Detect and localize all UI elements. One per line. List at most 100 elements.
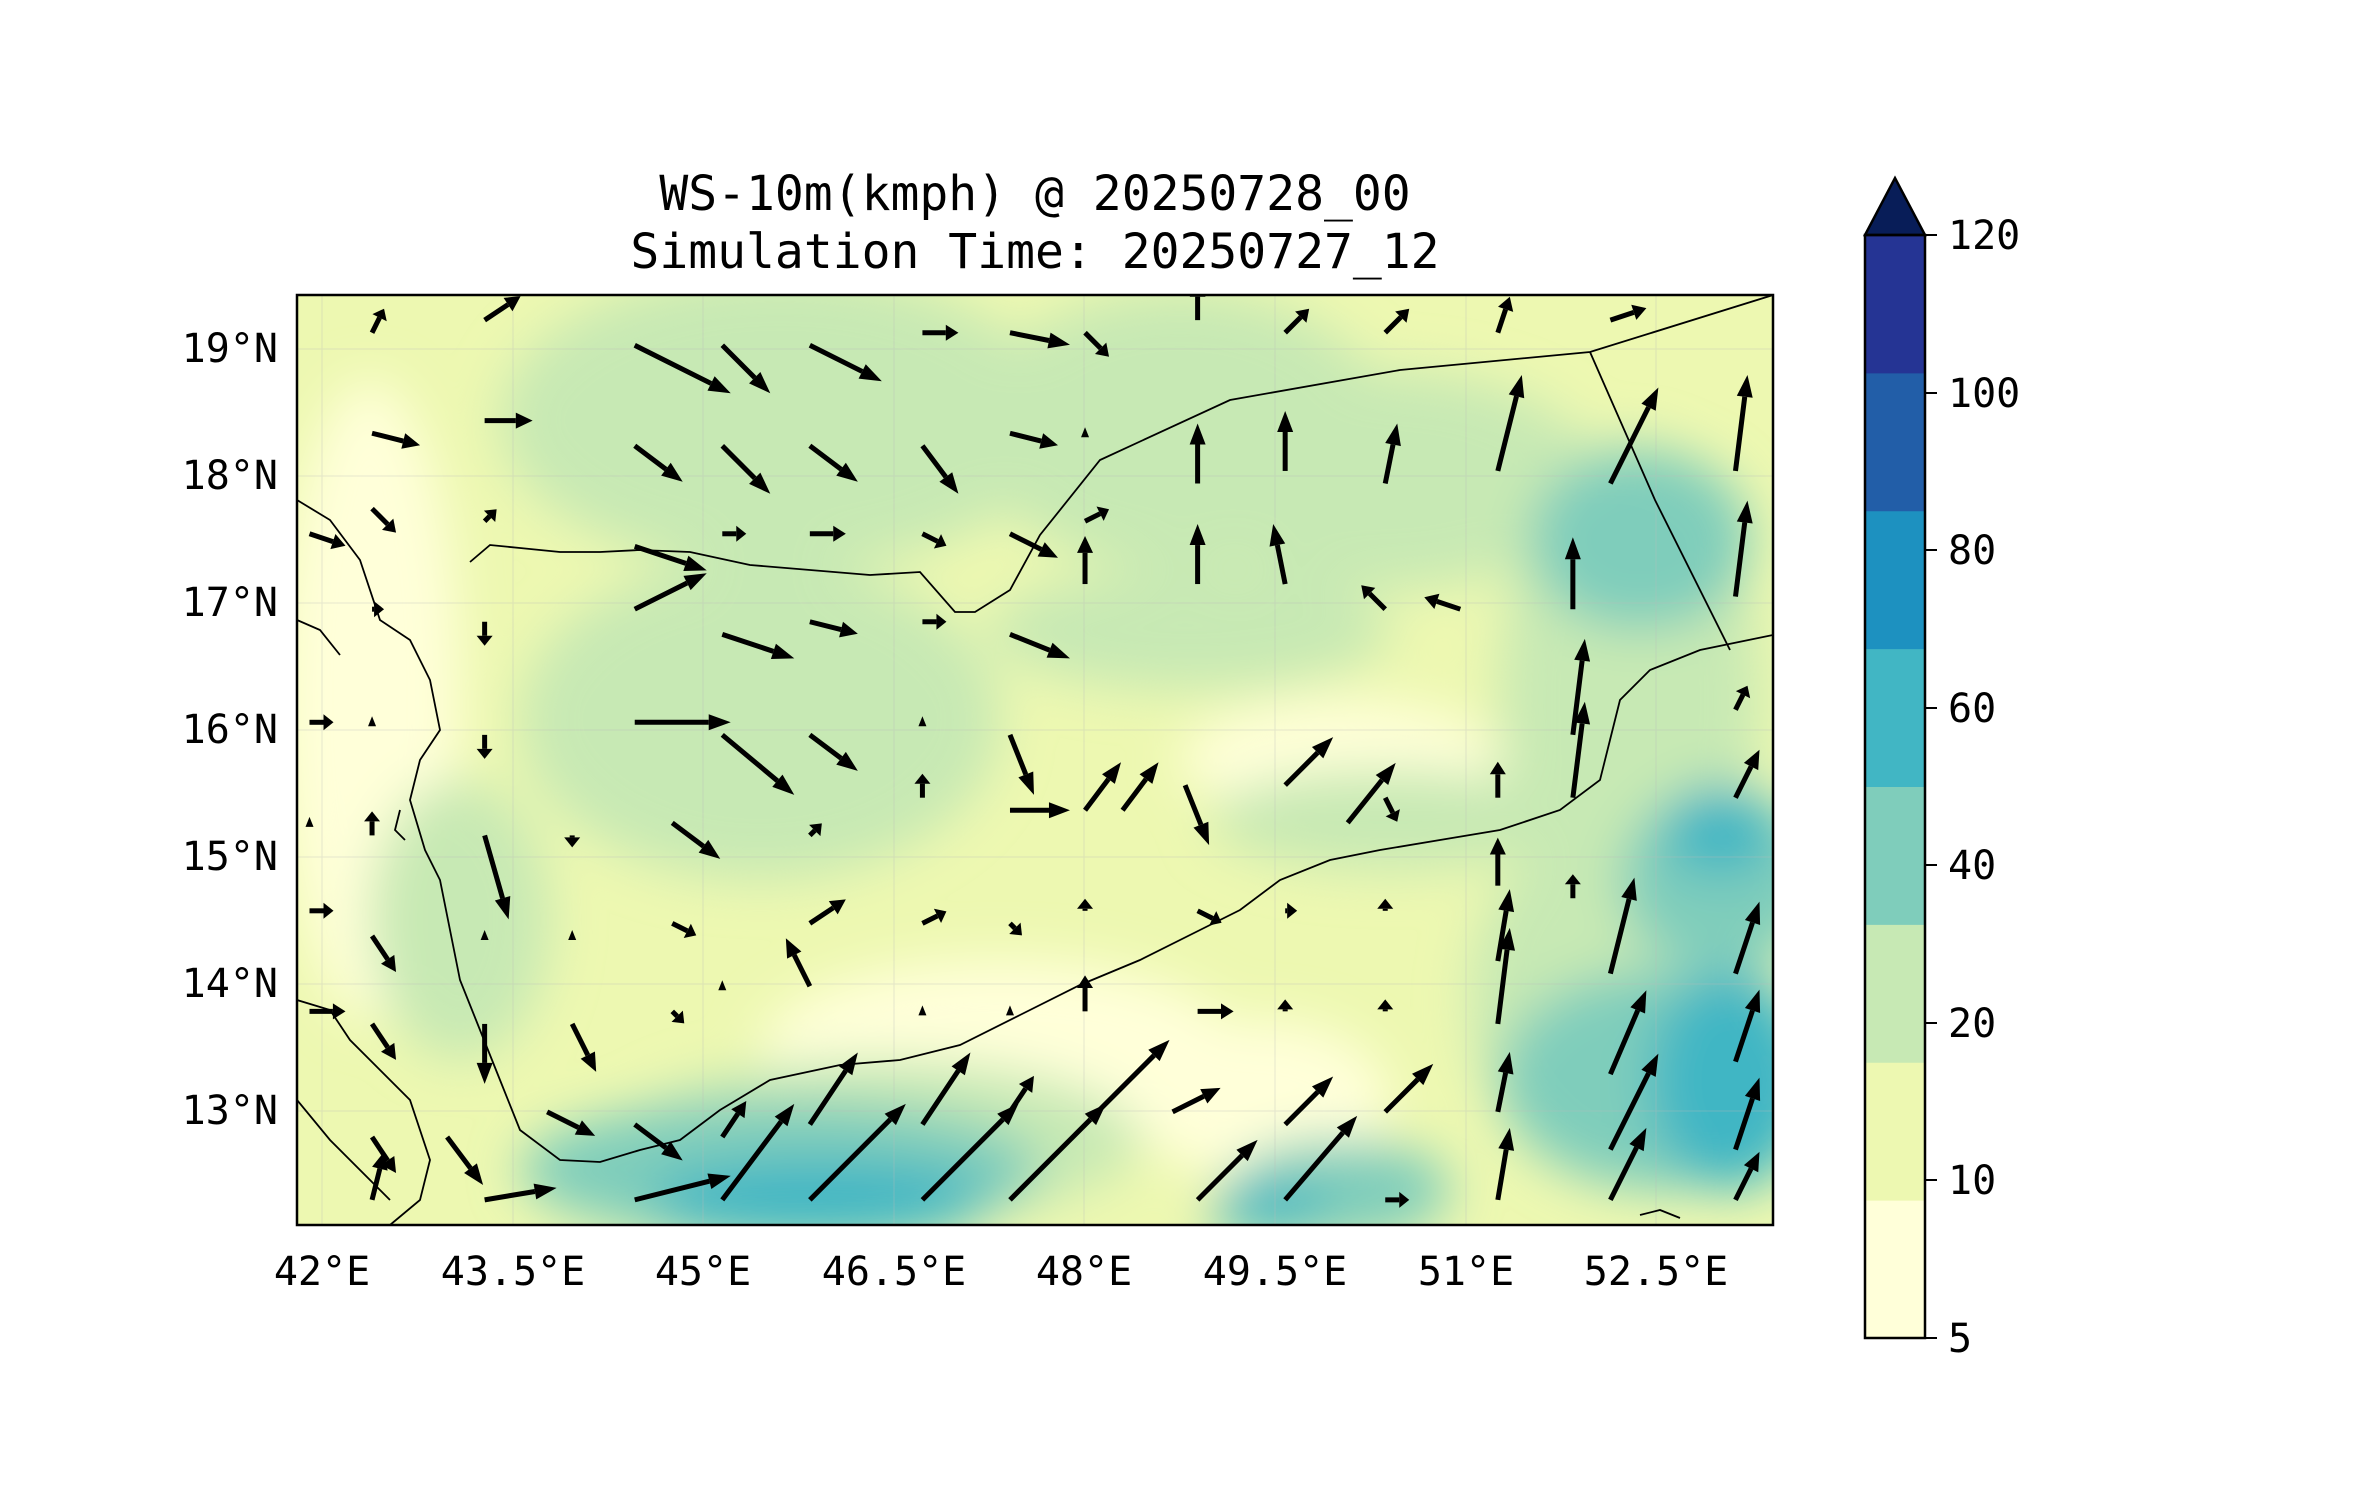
wind-vector [1383, 1063, 1434, 1114]
wind-vector [1733, 901, 1761, 975]
wind-vector [1608, 1127, 1647, 1201]
wind-vector [480, 929, 489, 940]
wind-vector [1283, 1076, 1334, 1127]
wind-vector [1609, 304, 1647, 323]
wind-vector [1009, 632, 1070, 659]
colorbar-label: 5 [1948, 1316, 1972, 1362]
wind-vector [720, 1101, 747, 1139]
colorbar-label: 10 [1948, 1158, 1996, 1204]
wind-vector [1608, 387, 1659, 485]
colorbar-band [1865, 372, 1925, 512]
wind-vector [808, 443, 858, 482]
wind-vector [633, 573, 707, 612]
wind-vector [1182, 784, 1210, 846]
wind-vector [1195, 1139, 1258, 1202]
wind-vector [1077, 536, 1094, 585]
wind-vector [305, 816, 314, 827]
wind-vector [484, 412, 533, 429]
wind-vector [1008, 531, 1058, 558]
wind-vector [371, 430, 421, 449]
wind-vector [1009, 802, 1070, 819]
wind-vector [1495, 374, 1525, 472]
wind-vector [918, 716, 927, 727]
wind-vector [1377, 898, 1394, 911]
wind-vector [1283, 1115, 1358, 1202]
wind-vector [476, 621, 493, 646]
wind-vector [809, 619, 858, 638]
y-axis-ticks: 13°N 14°N 15°N 16°N 17°N 18°N 19°N [182, 326, 278, 1134]
wind-vector [1564, 537, 1581, 610]
wind-vector [808, 343, 882, 382]
wind-vector [1005, 1005, 1014, 1016]
wind-vector [720, 444, 771, 494]
wind-vector [1283, 737, 1334, 787]
wind-vector [634, 714, 731, 731]
wind-vector [921, 908, 947, 926]
wind-vector [1361, 585, 1388, 611]
colorbar-band [1865, 1062, 1925, 1201]
wind-vector [1489, 761, 1506, 798]
wind-vector [1120, 762, 1159, 812]
colorbar-label: 40 [1948, 843, 1996, 889]
wind-vector [1077, 975, 1094, 1012]
colorbar-band [1865, 510, 1925, 650]
colorbar-label: 80 [1948, 528, 1996, 574]
y-tick-label: 15°N [182, 834, 278, 880]
wind-vector [1733, 989, 1761, 1063]
wind-vector [1383, 308, 1410, 335]
wind-vector [722, 525, 747, 542]
y-tick-label: 19°N [182, 326, 278, 372]
wind-vector [1009, 330, 1070, 349]
x-tick-label: 51°E [1418, 1249, 1514, 1295]
wind-vector [1570, 701, 1591, 799]
colorbar-band [1865, 786, 1925, 925]
wind-vector [1489, 837, 1506, 886]
wind-vector [1733, 1077, 1761, 1151]
wind-vector [476, 734, 493, 759]
graticule [297, 295, 1773, 1225]
wind-vector [546, 1109, 596, 1136]
wind-vector [914, 773, 931, 798]
wind-vector [445, 1135, 484, 1186]
wind-vector [808, 1103, 906, 1202]
wind-vector [1608, 1053, 1659, 1151]
wind-vector [808, 899, 846, 926]
wind-vector [483, 296, 521, 323]
wind-vector [920, 1103, 1019, 1202]
wind-vector [633, 443, 683, 482]
wind-vector [1171, 1087, 1221, 1115]
wind-vector [369, 1135, 397, 1174]
wind-vector [372, 601, 385, 618]
wind-vector [920, 444, 959, 494]
wind-speed-fill [297, 295, 1773, 1225]
chart-title-line-1: WS-10m(kmph) @ 20250728_00 [659, 166, 1410, 222]
wind-vector [920, 1052, 971, 1126]
wind-vector [1083, 506, 1110, 524]
wind-vector [918, 1005, 927, 1016]
wind-vector [1564, 874, 1581, 899]
wind-vector [1277, 410, 1294, 471]
x-tick-label: 43.5°E [441, 1249, 586, 1295]
wind-vector [1608, 990, 1647, 1076]
wind-vector [720, 343, 771, 394]
wind-vector [1197, 1003, 1234, 1020]
wind-vector [809, 525, 846, 542]
wind-vector [671, 921, 697, 939]
wind-vector [633, 1122, 683, 1161]
wind-vector [1095, 1039, 1170, 1114]
wind-vector [369, 934, 397, 972]
y-tick-label: 14°N [182, 961, 278, 1007]
wind-vector [482, 509, 497, 523]
wind-vector [1732, 500, 1753, 597]
x-axis-ticks: 42°E 43.5°E 45°E 46.5°E 48°E 49.5°E 51°E… [274, 1249, 1728, 1295]
colorbar-band [1865, 1200, 1925, 1339]
wind-vector [1377, 999, 1394, 1012]
x-tick-label: 48°E [1036, 1249, 1132, 1295]
colorbar-label: 100 [1948, 371, 2020, 417]
colorbar-extend-triangle [1862, 175, 1928, 237]
wind-vector [1733, 749, 1760, 799]
wind-vector [1607, 877, 1637, 975]
wind-vector [564, 835, 581, 848]
wind-vector [1383, 796, 1400, 822]
map-panel [297, 295, 1773, 1225]
